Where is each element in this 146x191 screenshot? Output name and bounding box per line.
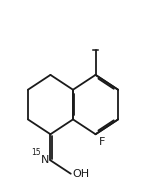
Text: F: F: [99, 137, 106, 147]
Text: 15: 15: [31, 148, 41, 157]
Text: OH: OH: [73, 169, 90, 179]
Text: N: N: [40, 155, 49, 165]
